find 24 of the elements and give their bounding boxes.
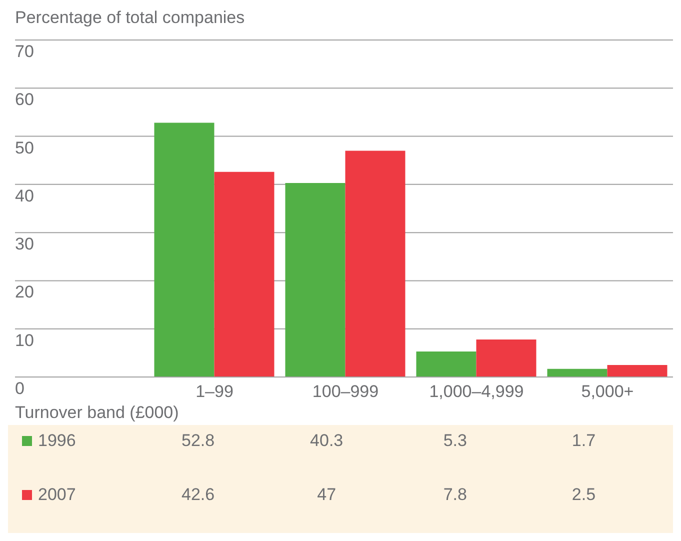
data-label: 2.5 [570, 485, 597, 505]
x-axis-title: Turnover band (£000) [14, 403, 180, 424]
x-tick-label: 5,000+ [581, 382, 634, 402]
y-tick-label: 50 [15, 138, 34, 158]
x-tick-label: 1,000–4,999 [429, 382, 524, 402]
x-tick-label: 1–99 [196, 382, 234, 402]
y-tick-label: 30 [15, 234, 34, 254]
data-label: 52.8 [180, 431, 216, 451]
data-label: 42.6 [180, 485, 216, 505]
data-label: 47 [316, 485, 338, 505]
y-tick-label: 40 [15, 186, 34, 206]
y-tick-label: 0 [15, 379, 24, 398]
data-label: 1.7 [570, 431, 597, 451]
y-tick-label: 70 [15, 42, 34, 61]
legend-label: 1996 [38, 431, 76, 451]
data-label: 40.3 [309, 431, 344, 451]
y-axis-title: Percentage of total companies [14, 8, 246, 29]
x-tick-label: 100–999 [312, 382, 379, 402]
data-label: 7.8 [442, 485, 468, 505]
y-tick-label: 20 [15, 282, 34, 302]
legend-label: 2007 [38, 485, 76, 505]
data-label: 5.3 [442, 431, 468, 451]
y-tick-label: 10 [15, 330, 34, 350]
y-tick-label: 60 [15, 90, 34, 110]
